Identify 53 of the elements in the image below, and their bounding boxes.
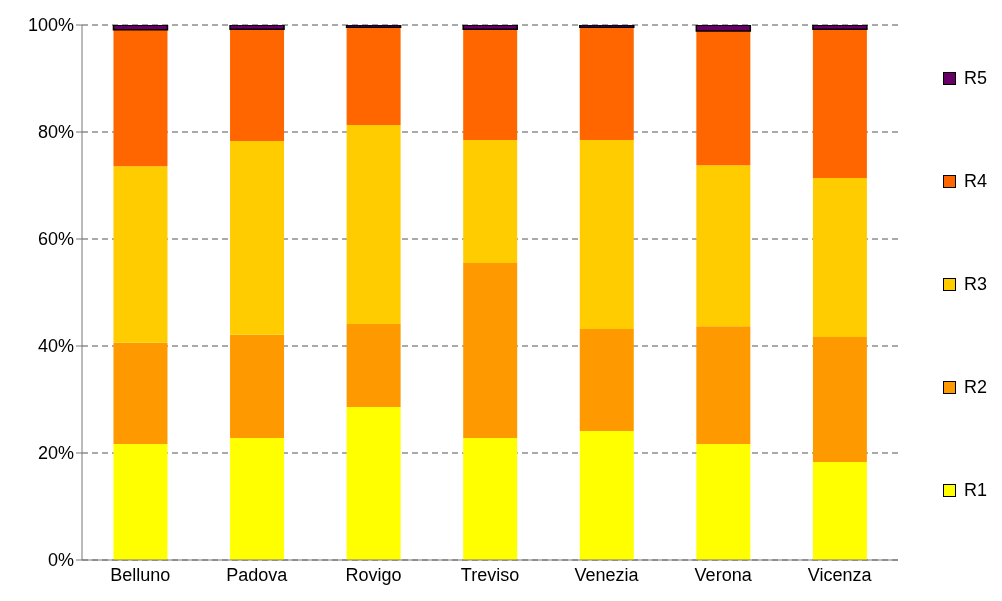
legend-label: R2 xyxy=(964,377,988,398)
y-tick-label: 100% xyxy=(27,15,74,36)
bar xyxy=(812,336,867,463)
y-tick-label: 0% xyxy=(47,550,74,571)
bar xyxy=(812,25,868,31)
bar xyxy=(346,406,401,560)
x-tick-label: Verona xyxy=(694,564,753,585)
bar xyxy=(463,438,518,560)
bar xyxy=(696,443,751,560)
legend-label: R3 xyxy=(964,274,988,295)
bar xyxy=(812,29,867,179)
bar xyxy=(579,25,635,28)
bar xyxy=(346,27,401,126)
x-tick-label: Vicenza xyxy=(807,564,873,585)
bar xyxy=(696,165,751,327)
bar xyxy=(346,324,401,407)
bar xyxy=(345,25,402,28)
bar xyxy=(229,25,285,31)
bar xyxy=(113,342,168,444)
y-tick-label: 40% xyxy=(37,336,74,357)
bar xyxy=(696,30,751,166)
bar xyxy=(579,140,634,329)
y-tick-label: 80% xyxy=(37,122,74,143)
bar xyxy=(812,462,867,560)
bar xyxy=(112,25,169,31)
bar xyxy=(230,29,285,142)
bar xyxy=(113,29,168,167)
x-tick-label: Belluno xyxy=(110,564,171,585)
bar xyxy=(462,25,518,31)
bar xyxy=(463,29,518,141)
legend-label: R5 xyxy=(964,68,988,89)
bar xyxy=(230,334,285,439)
x-tick-label: Venezia xyxy=(574,564,640,585)
x-tick-label: Padova xyxy=(226,564,289,585)
bar xyxy=(230,141,285,335)
bar xyxy=(579,27,634,141)
bar xyxy=(230,438,285,560)
bar xyxy=(579,431,634,560)
x-tick-label: Treviso xyxy=(460,564,520,585)
legend-label: R4 xyxy=(964,171,988,192)
bar xyxy=(463,140,518,264)
bar xyxy=(113,166,168,343)
bar xyxy=(579,328,634,432)
bar xyxy=(113,443,168,560)
y-tick-label: 60% xyxy=(37,229,74,250)
x-tick-label: Rovigo xyxy=(345,564,402,585)
bar xyxy=(696,326,751,444)
y-tick-label: 20% xyxy=(37,443,74,464)
bar xyxy=(346,125,401,325)
legend-label: R1 xyxy=(964,480,988,501)
bar xyxy=(695,25,752,32)
bar xyxy=(463,263,518,439)
bar xyxy=(812,178,867,337)
